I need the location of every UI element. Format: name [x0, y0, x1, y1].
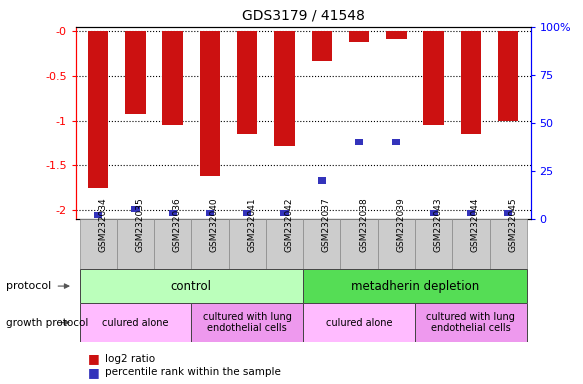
Text: growth protocol: growth protocol: [6, 318, 88, 328]
Text: control: control: [171, 280, 212, 293]
Text: culured alone: culured alone: [102, 318, 168, 328]
Bar: [280, 210, 289, 216]
Text: GSM232034: GSM232034: [98, 197, 107, 252]
Bar: [340, 219, 378, 269]
Bar: [206, 210, 214, 216]
Text: GSM232041: GSM232041: [247, 197, 257, 252]
Bar: [452, 219, 490, 269]
Bar: [423, 31, 444, 125]
Text: GSM232042: GSM232042: [285, 198, 293, 252]
Bar: [191, 303, 303, 342]
Text: GSM232039: GSM232039: [396, 197, 405, 252]
Bar: [349, 31, 369, 42]
Bar: [163, 31, 183, 125]
Text: ■: ■: [87, 353, 99, 366]
Bar: [386, 31, 406, 40]
Bar: [191, 219, 229, 269]
Bar: [355, 139, 363, 145]
Text: metadherin depletion: metadherin depletion: [351, 280, 479, 293]
Text: GSM232040: GSM232040: [210, 197, 219, 252]
Bar: [88, 31, 108, 188]
Text: ■: ■: [87, 366, 99, 379]
Text: GSM232038: GSM232038: [359, 197, 368, 252]
Text: cultured with lung
endothelial cells: cultured with lung endothelial cells: [426, 312, 515, 333]
Bar: [229, 219, 266, 269]
Bar: [498, 31, 518, 121]
Bar: [392, 139, 401, 145]
Bar: [430, 210, 438, 216]
Text: GSM232035: GSM232035: [135, 197, 145, 252]
Text: GSM232043: GSM232043: [434, 197, 442, 252]
Bar: [237, 31, 258, 134]
Bar: [125, 31, 146, 114]
Bar: [243, 210, 251, 216]
Text: protocol: protocol: [6, 281, 51, 291]
Text: cultured with lung
endothelial cells: cultured with lung endothelial cells: [203, 312, 292, 333]
Bar: [117, 219, 154, 269]
Text: culured alone: culured alone: [326, 318, 392, 328]
Bar: [94, 212, 102, 218]
Bar: [378, 219, 415, 269]
Bar: [467, 210, 475, 216]
Text: GSM232036: GSM232036: [173, 197, 182, 252]
Text: GDS3179 / 41548: GDS3179 / 41548: [242, 8, 364, 22]
Text: GSM232045: GSM232045: [508, 197, 517, 252]
Bar: [415, 303, 527, 342]
Text: GSM232044: GSM232044: [471, 198, 480, 252]
Bar: [318, 177, 326, 184]
Bar: [303, 269, 527, 303]
Bar: [504, 210, 512, 216]
Bar: [461, 31, 481, 134]
Bar: [274, 31, 295, 146]
Text: percentile rank within the sample: percentile rank within the sample: [105, 367, 281, 377]
Bar: [415, 219, 452, 269]
Bar: [154, 219, 191, 269]
Bar: [131, 206, 139, 212]
Bar: [311, 31, 332, 61]
Bar: [79, 303, 191, 342]
Text: log2 ratio: log2 ratio: [105, 354, 155, 364]
Bar: [200, 31, 220, 176]
Bar: [79, 219, 117, 269]
Text: GSM232037: GSM232037: [322, 197, 331, 252]
Bar: [303, 219, 340, 269]
Bar: [303, 303, 415, 342]
Bar: [168, 210, 177, 216]
Bar: [79, 269, 303, 303]
Bar: [490, 219, 527, 269]
Bar: [266, 219, 303, 269]
